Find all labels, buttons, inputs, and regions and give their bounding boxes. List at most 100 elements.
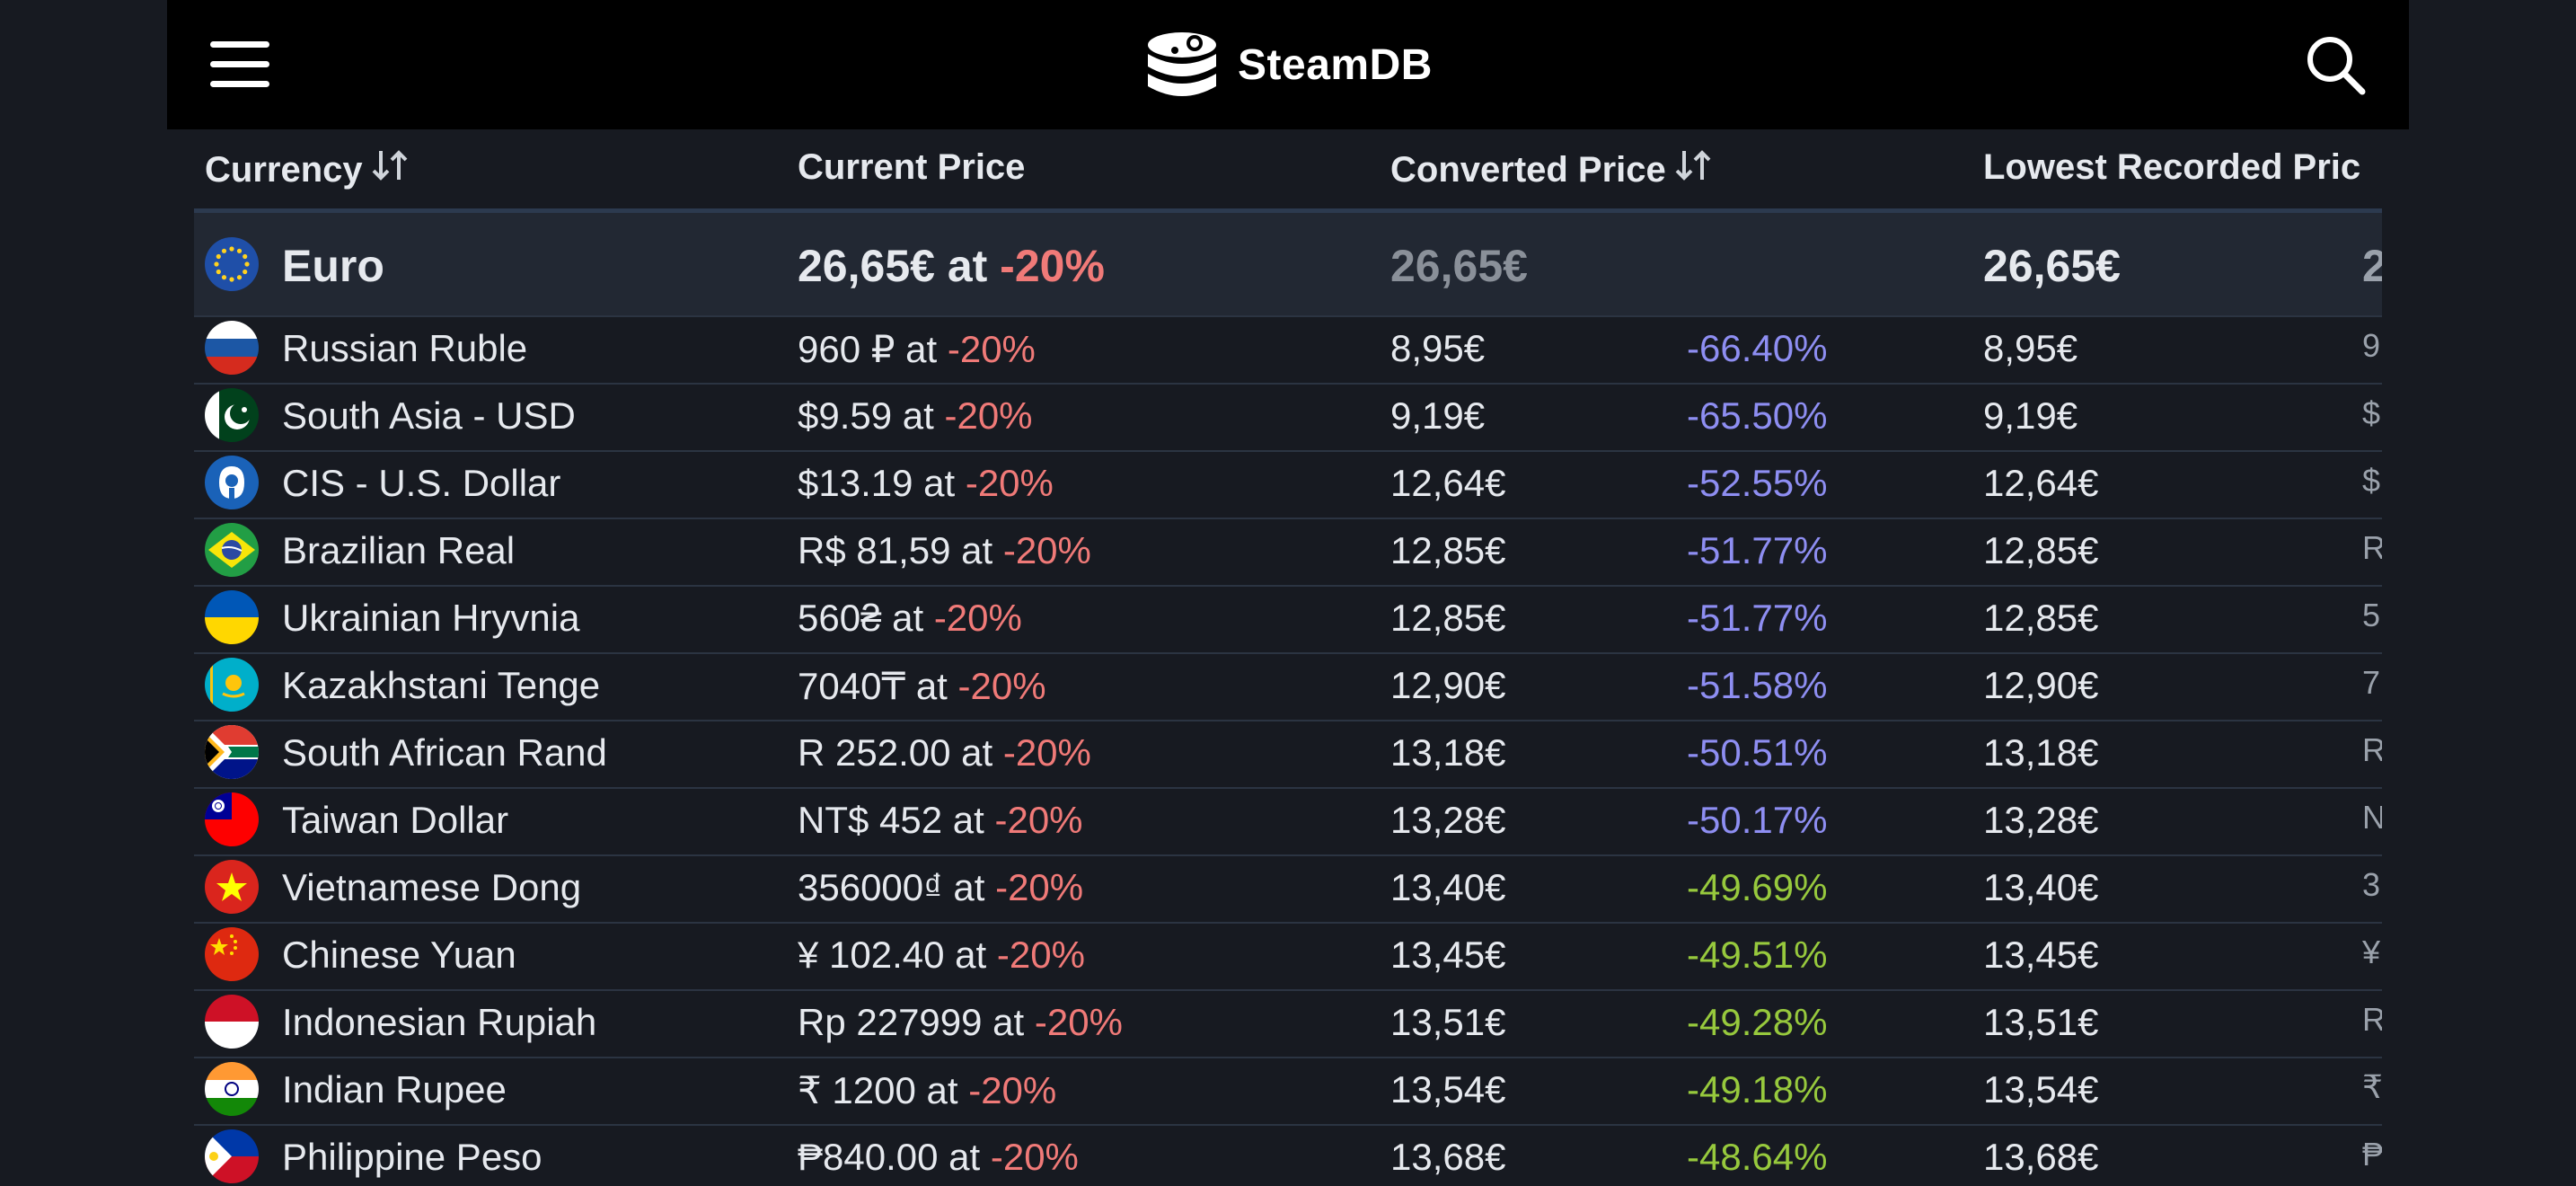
next-column-clipped: 9 xyxy=(2362,327,2381,364)
table-row[interactable]: Indonesian Rupiah Rp 227999 at -20% 13,51€… xyxy=(194,989,2382,1058)
price-value: ₱840.00 at xyxy=(798,1136,991,1178)
table-row[interactable]: Brazilian Real R$ 81,59 at -20% 12,85€ -51.… xyxy=(194,518,2382,587)
price-difference: -49.69% xyxy=(1687,866,1828,908)
lowest-price: 13,40€ xyxy=(1983,866,2099,908)
ph-flag-icon xyxy=(205,1129,259,1183)
next-column-clipped: $ xyxy=(2362,462,2381,499)
table-row[interactable]: Indian Rupee ₹ 1200 at -20% 13,54€ -49.18% 1… xyxy=(194,1057,2382,1126)
discount-percent: -20% xyxy=(1034,1001,1123,1043)
current-price: 7040₸ at -20% xyxy=(798,664,1046,708)
next-column-clipped: ₹ xyxy=(2362,1068,2382,1105)
lowest-price: 13,18€ xyxy=(1983,731,2099,774)
currency-name: Brazilian Real xyxy=(282,529,516,571)
lowest-price: 12,85€ xyxy=(1983,529,2099,571)
price-value: 26,65€ at xyxy=(798,241,1001,291)
converted-price: 13,54€ xyxy=(1390,1068,1506,1111)
id-flag-icon xyxy=(205,995,259,1049)
brand-name: SteamDB xyxy=(1238,40,1433,89)
current-price: 560₴ at -20% xyxy=(798,597,1022,640)
search-icon[interactable] xyxy=(2303,32,2368,97)
current-price: ¥ 102.40 at -20% xyxy=(798,934,1085,977)
price-value: $9.59 at xyxy=(798,394,945,437)
price-value: R 252.00 at xyxy=(798,731,1003,774)
table-row[interactable]: Ukrainian Hryvnia 560₴ at -20% 12,85€ -51.7… xyxy=(194,585,2382,654)
next-column-clipped: ¥ xyxy=(2362,934,2381,970)
brand-link[interactable]: SteamDB xyxy=(1139,22,1433,108)
discount-percent: -20% xyxy=(996,934,1085,976)
column-header-currency[interactable]: Currency xyxy=(205,147,410,190)
currency-name: South Asia - USD xyxy=(282,394,576,437)
price-difference: -52.55% xyxy=(1687,462,1828,504)
price-difference: -51.77% xyxy=(1687,529,1828,571)
lowest-price: 13,54€ xyxy=(1983,1068,2099,1111)
za-flag-icon xyxy=(205,725,259,779)
next-column-clipped: R xyxy=(2362,529,2382,566)
lowest-price: 12,85€ xyxy=(1983,597,2099,639)
next-column-clipped: 7 xyxy=(2362,664,2381,701)
price-difference: -51.58% xyxy=(1687,664,1828,706)
next-column-clipped: 3 xyxy=(2362,866,2381,903)
discount-percent: -20% xyxy=(1002,529,1091,571)
discount-percent: -20% xyxy=(957,665,1046,707)
price-value: R$ 81,59 at xyxy=(798,529,1003,571)
price-value: 356000₫ at xyxy=(798,866,996,908)
converted-price: 12,64€ xyxy=(1390,462,1506,504)
current-price: $9.59 at -20% xyxy=(798,394,1033,438)
converted-price: 12,85€ xyxy=(1390,529,1506,571)
price-difference: -49.28% xyxy=(1687,1001,1828,1043)
converted-price: 9,19€ xyxy=(1390,394,1486,437)
discount-percent: -20% xyxy=(947,328,1036,370)
current-price: ₱840.00 at -20% xyxy=(798,1136,1079,1179)
app-root: SteamDB Currency Current Price Converted… xyxy=(167,0,2409,1186)
table-row[interactable]: Russian Ruble 960 ₽ at -20% 8,95€ -66.40% 8,… xyxy=(194,315,2382,385)
price-difference: -49.18% xyxy=(1687,1068,1828,1111)
lowest-price: 13,68€ xyxy=(1983,1136,2099,1178)
price-value: $13.19 at xyxy=(798,462,966,504)
table-row[interactable]: Philippine Peso ₱840.00 at -20% 13,68€ -48.… xyxy=(194,1124,2382,1186)
lowest-price: 13,28€ xyxy=(1983,799,2099,841)
table-row[interactable]: Taiwan Dollar NT$ 452 at -20% 13,28€ -50.17… xyxy=(194,787,2382,856)
price-value: 560₴ at xyxy=(798,597,934,639)
table-row-featured[interactable]: Euro 26,65€ at -20% 26,65€ 26,65€ 2 xyxy=(194,213,2382,317)
price-difference: -49.51% xyxy=(1687,934,1828,976)
current-price: R$ 81,59 at -20% xyxy=(798,529,1091,572)
lowest-price: 12,90€ xyxy=(1983,664,2099,706)
sort-icon xyxy=(1675,150,1711,181)
discount-percent: -20% xyxy=(990,1136,1079,1178)
price-value: Rp 227999 at xyxy=(798,1001,1035,1043)
currency-name: Philippine Peso xyxy=(282,1136,543,1178)
table-row[interactable]: CIS - U.S. Dollar $13.19 at -20% 12,64€ -52… xyxy=(194,450,2382,519)
hamburger-menu-icon[interactable] xyxy=(210,40,269,90)
currency-name: CIS - U.S. Dollar xyxy=(282,462,561,504)
current-price: $13.19 at -20% xyxy=(798,462,1054,505)
column-header-lowest-price: Lowest Recorded Pric xyxy=(1983,147,2361,187)
converted-price: 26,65€ xyxy=(1390,241,1528,291)
converted-price: 12,85€ xyxy=(1390,597,1506,639)
current-price: R 252.00 at -20% xyxy=(798,731,1091,774)
table-row[interactable]: South Asia - USD $9.59 at -20% 9,19€ -65.50… xyxy=(194,383,2382,452)
currency-name: Russian Ruble xyxy=(282,327,528,369)
column-header-label: Converted Price xyxy=(1390,150,1666,190)
column-header-converted-price[interactable]: Converted Price xyxy=(1390,147,1713,190)
converted-price: 13,45€ xyxy=(1390,934,1506,976)
current-price: NT$ 452 at -20% xyxy=(798,799,1083,842)
price-difference: -66.40% xyxy=(1687,327,1828,369)
in-flag-icon xyxy=(205,1062,259,1116)
discount-percent: -20% xyxy=(968,1069,1057,1111)
table-row[interactable]: Vietnamese Dong 356000₫ at -20% 13,40€ -49.… xyxy=(194,854,2382,924)
ru-flag-icon xyxy=(205,321,259,375)
currency-name: Taiwan Dollar xyxy=(282,799,509,841)
ua-flag-icon xyxy=(205,590,259,644)
next-column-clipped: ₱ xyxy=(2362,1136,2382,1173)
price-difference: -50.51% xyxy=(1687,731,1828,774)
table-row[interactable]: Chinese Yuan ¥ 102.40 at -20% 13,45€ -49.51… xyxy=(194,922,2382,991)
top-navbar: SteamDB xyxy=(167,0,2409,129)
table-row[interactable]: Kazakhstani Tenge 7040₸ at -20% 12,90€ -51.… xyxy=(194,652,2382,721)
table-row[interactable]: South African Rand R 252.00 at -20% 13,18€… xyxy=(194,720,2382,789)
tw-flag-icon xyxy=(205,792,259,846)
cn-flag-icon xyxy=(205,927,259,981)
discount-percent: -20% xyxy=(995,866,1084,908)
br-flag-icon xyxy=(205,523,259,577)
currency-name: South African Rand xyxy=(282,731,607,774)
price-difference: -50.17% xyxy=(1687,799,1828,841)
